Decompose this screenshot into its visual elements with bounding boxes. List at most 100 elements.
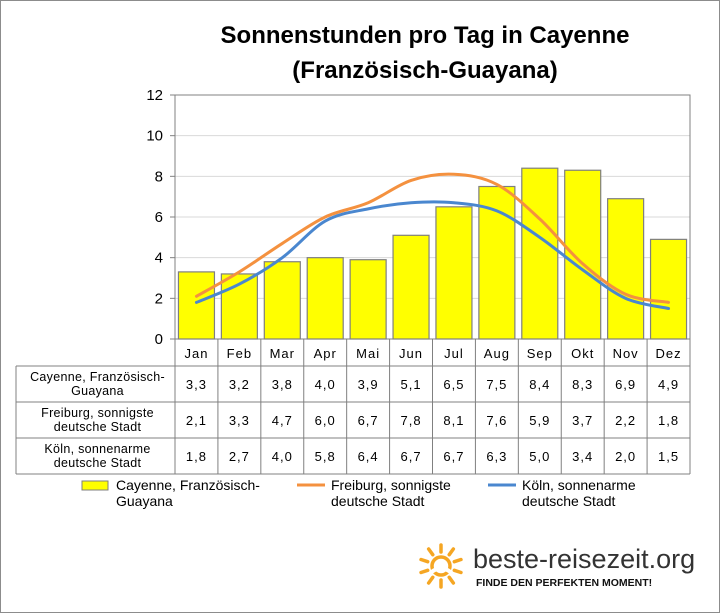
y-tick-label: 6 xyxy=(155,209,163,226)
legend: Cayenne, Französisch-Guayana Freiburg, so… xyxy=(81,477,636,509)
data-label: 3,3 xyxy=(186,377,207,392)
data-label: 5,9 xyxy=(529,413,550,428)
bar-Mar xyxy=(263,261,301,340)
data-label: 3,2 xyxy=(229,377,250,392)
category-label: Mar xyxy=(270,346,295,361)
y-tick-label: 10 xyxy=(146,128,163,145)
y-tick-label: 12 xyxy=(146,87,163,104)
sun-ray xyxy=(452,568,463,575)
sun-ray xyxy=(426,547,435,557)
bar-Sep xyxy=(521,167,559,340)
legend-label: deutsche Stadt xyxy=(331,493,425,509)
row-label: Cayenne, Französisch- xyxy=(30,370,165,384)
category-label: Mai xyxy=(356,346,380,361)
legend-label: Guayana xyxy=(116,493,173,509)
row-label: deutsche Stadt xyxy=(54,456,142,470)
data-label: 6,7 xyxy=(401,449,422,464)
data-label: 1,5 xyxy=(658,449,679,464)
data-label: 2,1 xyxy=(186,413,207,428)
data-label: 6,7 xyxy=(443,449,464,464)
legend-swatch-bar xyxy=(81,480,109,491)
data-label: 4,0 xyxy=(272,449,293,464)
line-series-2 xyxy=(194,200,671,310)
sun-ray xyxy=(419,557,430,564)
data-table: Jan Feb Mar Apr Mai Jun Jul Aug Sep Okt Nov Dez Caye… xyxy=(15,339,691,475)
category-label: Aug xyxy=(484,346,510,361)
data-label: 6,7 xyxy=(358,413,379,428)
category-label: Okt xyxy=(571,346,594,361)
row-label: Freiburg, sonnigste xyxy=(41,406,154,420)
data-label: 6,0 xyxy=(315,413,336,428)
data-label: 8,3 xyxy=(572,377,593,392)
data-label: 4,0 xyxy=(315,377,336,392)
data-label: 4,7 xyxy=(272,413,293,428)
logo-tagline: FINDE DEN PERFEKTEN MOMENT! xyxy=(476,577,652,589)
row-label: Guayana xyxy=(71,384,124,398)
bar-Jan xyxy=(177,271,216,340)
sun-ray xyxy=(419,568,430,575)
data-label: 3,4 xyxy=(572,449,593,464)
data-label: 3,8 xyxy=(272,377,293,392)
y-tick-label: 2 xyxy=(155,290,163,307)
legend-label: Köln, sonnenarme xyxy=(522,477,636,493)
bar-Apr xyxy=(306,257,344,340)
data-label: 3,3 xyxy=(229,413,250,428)
bar-Jun xyxy=(392,234,430,340)
data-label: 7,8 xyxy=(401,413,422,428)
y-tick-label: 4 xyxy=(155,250,163,267)
data-label: 8,4 xyxy=(529,377,550,392)
site-logo: beste-reisezeit.org FINDE DEN PERFEKTEN M… xyxy=(419,543,695,589)
line-series-1 xyxy=(194,172,671,304)
chart-title-line: Sonnenstunden pro Tag in Cayenne xyxy=(221,22,630,49)
data-label: 2,7 xyxy=(229,449,250,464)
chart-title: Sonnenstunden pro Tag in Cayenne (Französ… xyxy=(221,22,630,84)
bar-Dez xyxy=(649,238,688,340)
data-label: 8,1 xyxy=(443,413,464,428)
chart-title-line: (Französisch-Guayana) xyxy=(292,57,557,84)
sun-core xyxy=(430,555,452,577)
bar-Okt xyxy=(564,169,602,340)
legend-label: Freiburg, sonnigste xyxy=(331,477,451,493)
data-label: 6,5 xyxy=(443,377,464,392)
category-label: Feb xyxy=(227,346,252,361)
data-label: 4,9 xyxy=(658,377,679,392)
data-label: 6,9 xyxy=(615,377,636,392)
data-label: 1,8 xyxy=(186,449,207,464)
category-label: Jan xyxy=(184,346,208,361)
legend-label: Cayenne, Französisch- xyxy=(116,477,260,493)
data-label: 6,4 xyxy=(358,449,379,464)
y-tick-label: 8 xyxy=(155,168,163,185)
sun-ray xyxy=(452,557,463,564)
category-label: Nov xyxy=(613,346,639,361)
category-label: Sep xyxy=(527,346,553,361)
bar-Nov xyxy=(607,198,645,340)
data-label: 7,6 xyxy=(486,413,507,428)
data-label: 1,8 xyxy=(658,413,679,428)
row-label: deutsche Stadt xyxy=(54,420,142,434)
sun-logo-icon xyxy=(419,543,463,589)
sun-ray xyxy=(447,575,456,585)
y-tick-label: 0 xyxy=(155,331,163,348)
bar-Mai xyxy=(349,259,387,340)
data-label: 5,1 xyxy=(401,377,422,392)
category-label: Jun xyxy=(399,346,423,361)
category-label: Dez xyxy=(655,346,681,361)
sun-horizon xyxy=(426,566,456,577)
data-label: 5,0 xyxy=(529,449,550,464)
bar-Jul xyxy=(435,206,473,340)
sun-ray xyxy=(426,575,435,585)
plot-area: 0 2 4 6 8 10 12 xyxy=(146,87,691,348)
data-label: 2,2 xyxy=(615,413,636,428)
legend-label: deutsche Stadt xyxy=(522,493,616,509)
logo-name: beste-reisezeit.org xyxy=(473,544,695,574)
sun-ray xyxy=(447,547,456,557)
data-label: 5,8 xyxy=(315,449,336,464)
data-label: 3,9 xyxy=(358,377,379,392)
data-label: 3,7 xyxy=(572,413,593,428)
category-label: Jul xyxy=(444,346,464,361)
category-label: Apr xyxy=(314,346,337,361)
data-label: 2,0 xyxy=(615,449,636,464)
data-label: 6,3 xyxy=(486,449,507,464)
data-label: 7,5 xyxy=(486,377,507,392)
